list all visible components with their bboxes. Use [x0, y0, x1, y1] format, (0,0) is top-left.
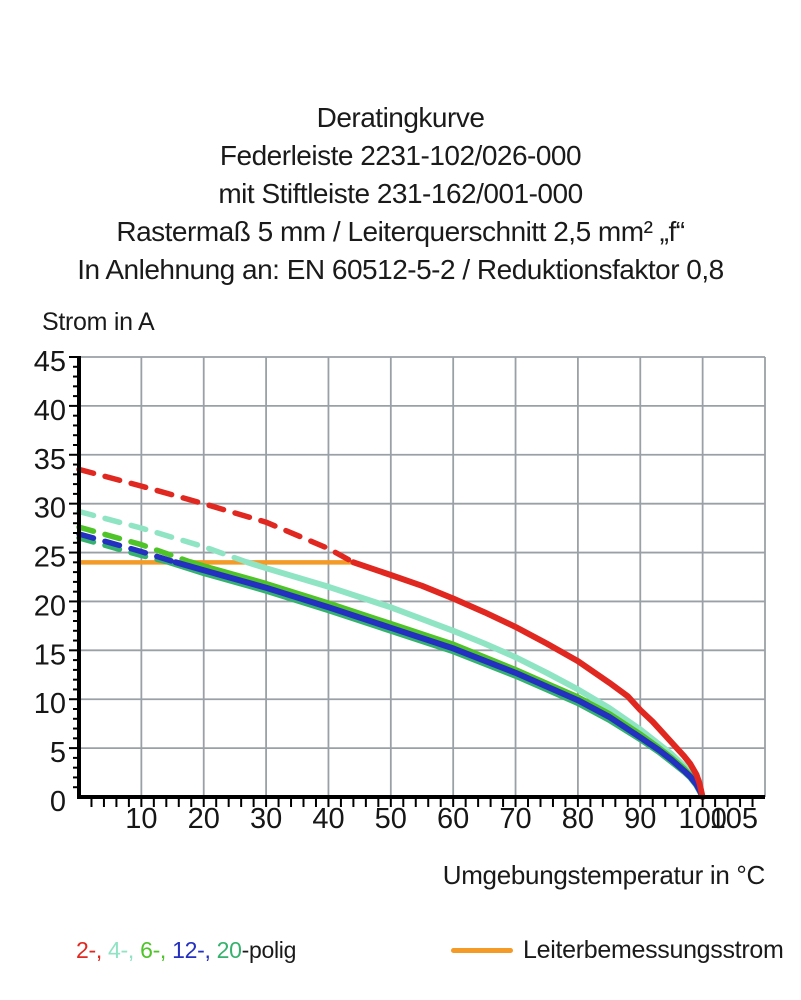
legend-token: 2-, [76, 937, 102, 963]
legend-token: -polig [241, 937, 297, 963]
x-tick-label: 105 [710, 803, 758, 835]
x-tick-label: 100 [678, 803, 726, 835]
x-tick-label: 50 [375, 803, 407, 835]
axes [77, 356, 765, 799]
chart-legend: 2-, 4-, 6-, 12-, 20-polig Leiterbemessun… [0, 934, 801, 966]
y-tick-label: 25 [34, 542, 66, 574]
y-tick-label: 40 [34, 395, 66, 427]
y-tick-label: 35 [34, 444, 66, 476]
y-tick-label: 5 [50, 737, 66, 769]
y-tick-label: 20 [34, 590, 66, 622]
chart-title-block: Deratingkurve Federleiste 2231-102/026-0… [0, 99, 801, 289]
x-tick-label: 20 [188, 803, 220, 835]
x-tick-label: 10 [125, 803, 157, 835]
curve-2-polig [76, 466, 706, 800]
curve-6-polig-dashed [76, 524, 195, 566]
curve-20-polig-solid [166, 559, 706, 800]
chart-title-line-2: Federleiste 2231-102/026-000 [219, 140, 582, 171]
y-axis-title: Strom in A [42, 308, 155, 336]
rated-current-label: Leiterbemessungsstrom [523, 936, 784, 964]
y-tick-label: 0 [50, 786, 66, 818]
chart-title-line-4: Rastermaß 5 mm / Leiterquerschnitt 2,5 m… [116, 216, 685, 247]
x-tick-label: 90 [624, 803, 656, 835]
x-tick-label: 80 [562, 803, 594, 835]
curve-4-polig-dashed [76, 508, 251, 566]
legend-token: 4-, [101, 937, 134, 963]
legend-token: 12-, [166, 937, 211, 963]
grid [79, 356, 766, 797]
y-tick-label: 45 [34, 346, 66, 378]
curve-2-polig-dashed [76, 466, 357, 566]
chart-title-line-1: Deratingkurve [316, 102, 485, 133]
rated-current-legend: Leiterbemessungsstrom [451, 934, 784, 966]
legend-token: 6-, [133, 937, 167, 963]
x-tick-label: 30 [250, 803, 282, 835]
ticks [69, 356, 754, 807]
y-tick-label: 15 [34, 639, 66, 671]
curve-12-polig [76, 531, 706, 800]
curve-12-polig-dashed [76, 531, 179, 566]
legend-token: 20 [210, 937, 242, 963]
poles-legend: 2-, 4-, 6-, 12-, 20-polig [76, 934, 296, 966]
curve-12-polig-solid [172, 559, 706, 800]
curve-2-polig-solid [350, 559, 706, 800]
x-tick-label: 60 [437, 803, 469, 835]
x-tick-label: 70 [499, 803, 531, 835]
chart-title-line-3: mit Stiftleiste 231-162/001-000 [218, 178, 583, 209]
x-tick-label: 40 [312, 803, 344, 835]
y-tick-label: 30 [34, 493, 66, 525]
y-tick-label: 10 [34, 688, 66, 720]
x-axis-title: Umgebungstemperatur in °C [442, 860, 766, 890]
rated-current-swatch [451, 947, 513, 953]
chart-title-line-5: In Anlehnung an: EN 60512-5-2 / Reduktio… [77, 254, 724, 285]
